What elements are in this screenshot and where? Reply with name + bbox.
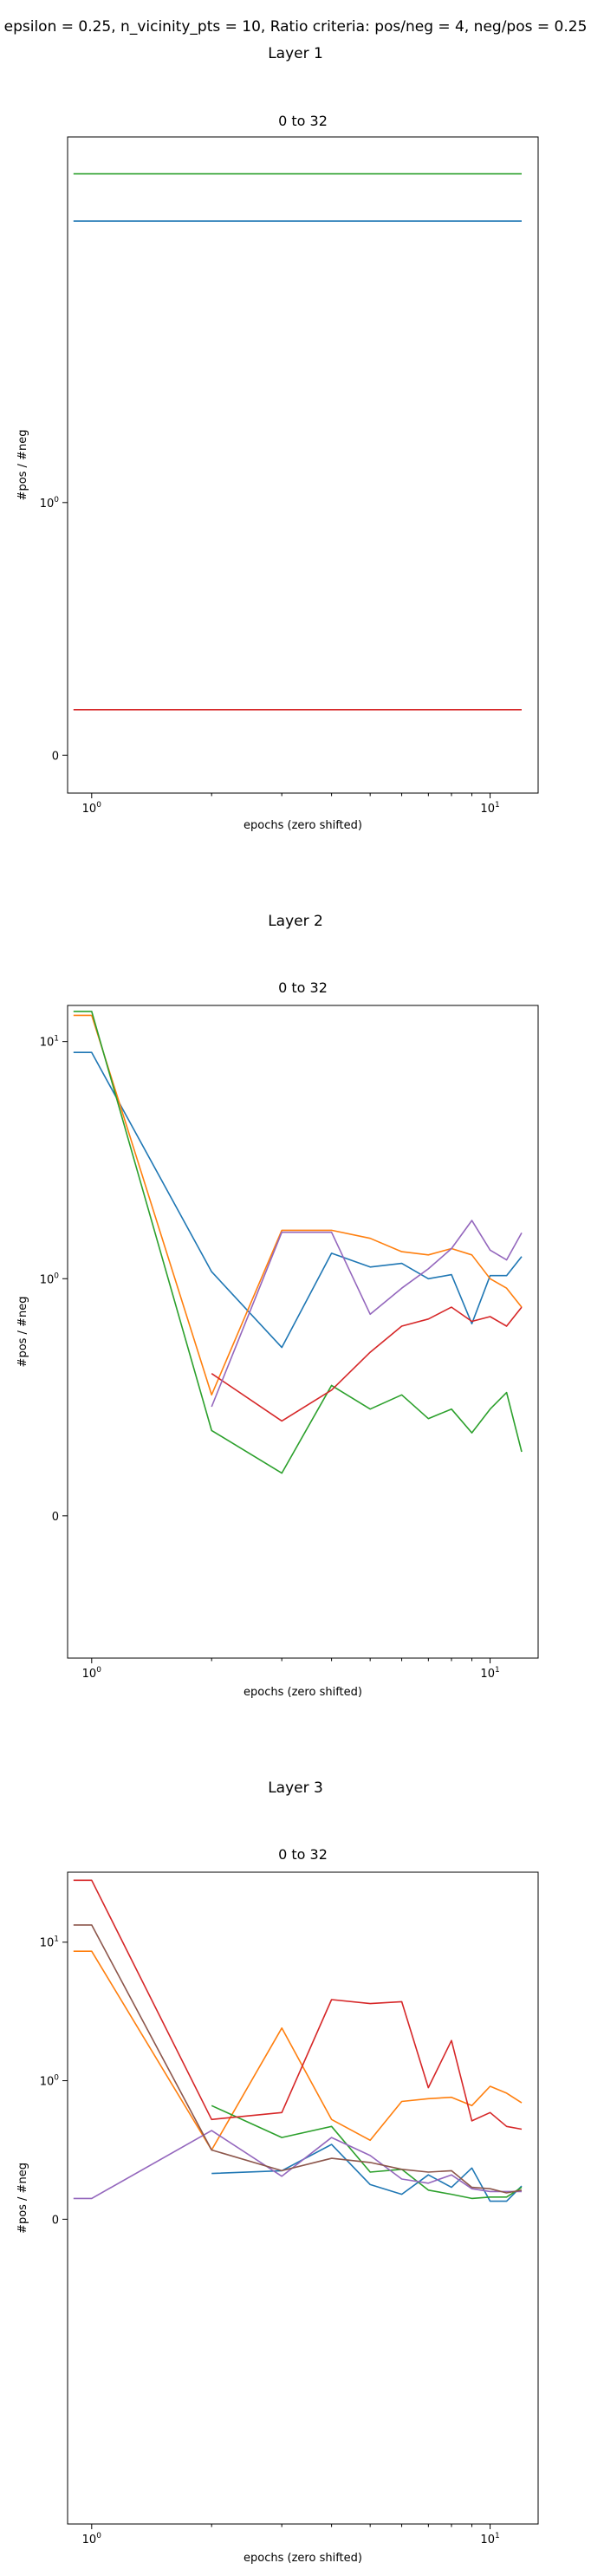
x-tick-label: 101: [480, 801, 499, 816]
y-axis-label: #pos / #neg: [16, 2163, 29, 2234]
series-line-c1: [73, 1014, 523, 1396]
x-tick-label: 100: [82, 2532, 102, 2547]
y-tick-label: 101: [40, 1935, 59, 1950]
x-axis-label: epochs (zero shifted): [244, 819, 362, 832]
axes-title: 0 to 32: [278, 1846, 328, 1863]
layer-title: Layer 1: [268, 45, 323, 62]
layer-title: Layer 2: [268, 913, 323, 930]
y-tick-label: 100: [40, 1272, 60, 1286]
series-line-c4: [73, 2130, 522, 2200]
axes-frame: [67, 1871, 539, 2525]
series-line-c0: [73, 1051, 523, 1349]
x-tick-label: 101: [480, 2532, 499, 2547]
series-line-c3: [73, 1879, 523, 2130]
layer-1-panel: Layer 1 0 to 32 100 101 0 100 epochs (zero shi…: [16, 45, 539, 832]
series-line-c5: [73, 1924, 523, 2194]
axes-title: 0 to 32: [278, 113, 328, 129]
x-tick-label: 100: [82, 801, 102, 816]
y-axis-label: #pos / #neg: [16, 1297, 29, 1368]
series-group: [73, 172, 522, 711]
x-tick-label: 101: [480, 1666, 499, 1681]
y-tick-label: 101: [40, 1035, 59, 1050]
series-group: [73, 1011, 523, 1474]
x-tick-label: 100: [82, 1666, 102, 1681]
series-line-c2: [211, 2104, 523, 2200]
series-group: [73, 1879, 523, 2202]
axes-frame: [67, 1005, 539, 1659]
x-axis-label: epochs (zero shifted): [244, 1686, 362, 1699]
series-line-c2: [73, 1011, 523, 1474]
x-axis-label: epochs (zero shifted): [244, 2552, 362, 2565]
y-tick-label: 0: [52, 1511, 59, 1524]
layer-3-panel: Layer 3 0 to 32 100 101 0 100 101 epochs (zero …: [16, 1779, 539, 2565]
series-line-c0: [211, 2143, 523, 2202]
layer-2-panel: Layer 2 0 to 32 100 101 0 100 101 epochs (zero …: [16, 913, 539, 1699]
y-tick-label: 0: [52, 750, 59, 763]
series-line-c4: [211, 1220, 523, 1408]
figure-suptitle: epsilon = 0.25, n_vicinity_pts = 10, Rat…: [4, 18, 588, 36]
y-tick-label: 100: [40, 2074, 60, 2089]
axes-frame: [67, 136, 539, 794]
layer-title: Layer 3: [268, 1779, 323, 1797]
series-line-c3: [211, 1306, 523, 1422]
y-tick-label: 0: [52, 2214, 59, 2227]
y-tick-label: 100: [40, 496, 60, 511]
y-axis-label: #pos / #neg: [16, 430, 29, 501]
axes-title: 0 to 32: [278, 979, 328, 996]
